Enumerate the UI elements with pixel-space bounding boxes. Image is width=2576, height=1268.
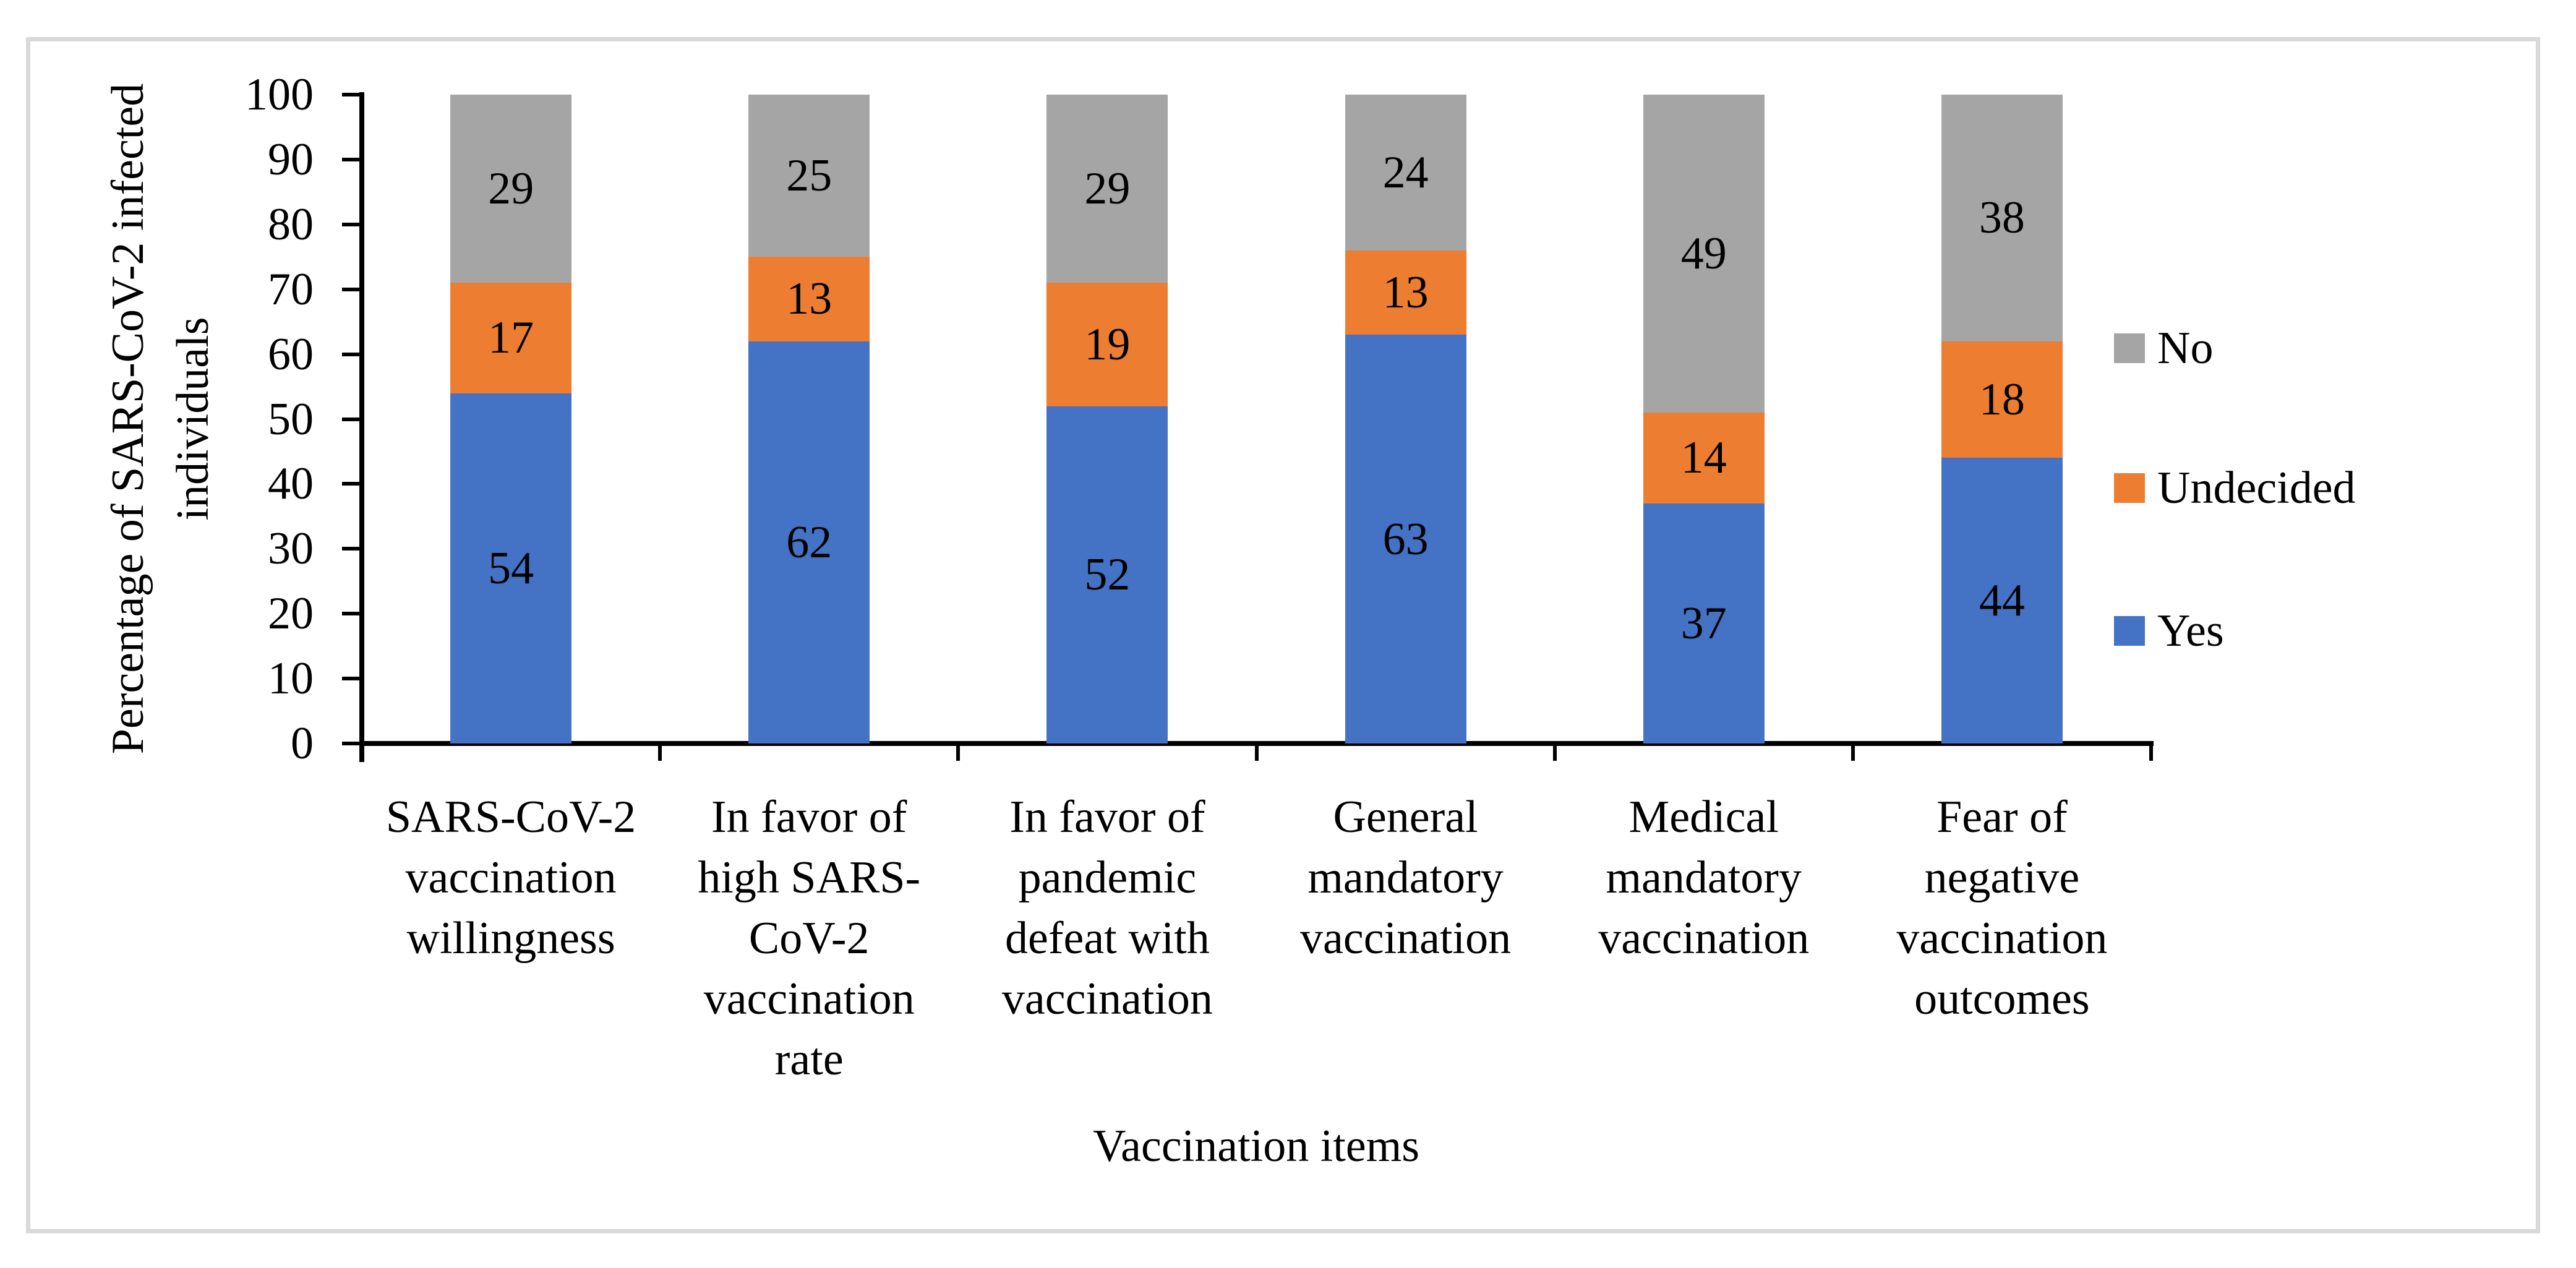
y-axis-tick-label: 90 xyxy=(268,134,314,185)
bar-segment-undecided xyxy=(1345,250,1466,335)
legend-item-undecided: Undecided xyxy=(2114,465,2356,511)
legend-swatch-yes xyxy=(2114,616,2145,646)
bar-segment-no xyxy=(748,95,870,257)
x-category-label: SARS-CoV-2 vaccination willingness xyxy=(385,792,636,964)
x-axis-tick xyxy=(1254,743,1259,761)
y-axis-tick xyxy=(342,157,359,161)
legend-label: Yes xyxy=(2157,606,2224,656)
y-axis-tick-label: 10 xyxy=(268,653,314,705)
y-axis-tick xyxy=(342,352,359,356)
legend-swatch-no xyxy=(2114,333,2145,363)
bar-segment-undecided xyxy=(450,283,572,393)
y-axis-tick xyxy=(342,417,359,421)
y-axis-tick-label: 0 xyxy=(291,718,314,769)
x-axis-tick xyxy=(1851,743,1855,761)
bar-segment-undecided xyxy=(1941,341,2063,458)
x-axis-tick xyxy=(2149,743,2153,761)
legend-item-no: No xyxy=(2114,325,2213,371)
bar-segment-no xyxy=(1643,95,1765,413)
bar-segment-yes xyxy=(1345,335,1466,743)
y-axis-title-line: Percentage of SARS-CoV-2 infected xyxy=(103,83,153,755)
x-axis-tick xyxy=(1552,743,1557,761)
bar-segment-yes xyxy=(1046,406,1168,743)
y-axis-tick xyxy=(342,287,359,291)
bar-value-label: 18 xyxy=(1979,374,2025,426)
y-axis-tick-label: 20 xyxy=(268,588,314,640)
bar-segment-yes xyxy=(1941,458,2063,743)
y-axis-tick xyxy=(342,93,359,96)
bar-value-label: 62 xyxy=(786,516,832,568)
bar-segment-yes xyxy=(1643,503,1765,743)
legend-label: Undecided xyxy=(2157,463,2356,513)
y-axis-tick-label: 100 xyxy=(245,69,314,120)
y-axis-tick xyxy=(342,482,359,486)
y-axis-tick xyxy=(342,547,359,551)
bar-segment-yes xyxy=(450,393,572,743)
bar-segment-yes xyxy=(748,341,870,743)
bar-value-label: 25 xyxy=(786,150,832,202)
y-axis-tick xyxy=(342,677,359,681)
bar-value-label: 29 xyxy=(488,163,534,215)
legend-item-yes: Yes xyxy=(2114,608,2224,654)
bar-value-label: 52 xyxy=(1084,549,1131,601)
y-axis-tick-label: 40 xyxy=(268,458,314,510)
bar-segment-no xyxy=(450,95,572,283)
bar-value-label: 14 xyxy=(1680,432,1727,484)
y-axis-tick xyxy=(342,222,359,226)
x-axis-tick xyxy=(658,743,662,761)
y-axis-tick-label: 60 xyxy=(268,328,314,380)
bar-value-label: 13 xyxy=(786,273,832,325)
legend-label: No xyxy=(2157,323,2214,374)
bar-segment-no xyxy=(1941,95,2063,341)
y-axis-tick-label: 30 xyxy=(268,523,314,575)
bar-value-label: 19 xyxy=(1084,319,1131,370)
bar-value-label: 38 xyxy=(1979,192,2025,244)
y-axis-line xyxy=(359,92,364,762)
x-category-label: In favor of high SARS- CoV-2 vaccination… xyxy=(698,792,921,1085)
bar-segment-undecided xyxy=(1046,283,1168,406)
y-axis-tick xyxy=(342,612,359,616)
bar-segment-no xyxy=(1046,95,1168,283)
bar-value-label: 29 xyxy=(1084,163,1131,215)
x-category-label: Medical mandatory vaccination xyxy=(1598,792,1810,964)
y-axis-tick-label: 80 xyxy=(268,199,314,250)
x-category-label: Fear of negative vaccination outcomes xyxy=(1896,792,2108,1024)
bar-value-label: 24 xyxy=(1382,147,1429,198)
bar-value-label: 63 xyxy=(1382,513,1429,565)
x-axis-tick xyxy=(956,743,961,761)
bar-segment-undecided xyxy=(748,257,870,341)
legend-swatch-undecided xyxy=(2114,473,2145,503)
y-axis-tick xyxy=(342,742,359,745)
bar-segment-no xyxy=(1345,95,1466,251)
bar-value-label: 13 xyxy=(1382,267,1429,318)
bar-value-label: 17 xyxy=(488,312,534,364)
x-axis-tick xyxy=(360,743,364,761)
x-axis-title: Vaccination items xyxy=(1092,1121,1420,1172)
bar-value-label: 44 xyxy=(1979,575,2025,627)
bar-value-label: 54 xyxy=(488,542,534,594)
x-category-label: General mandatory vaccination xyxy=(1300,792,1512,964)
y-axis-tick-label: 70 xyxy=(268,263,314,315)
bar-segment-undecided xyxy=(1643,413,1765,503)
bar-value-label: 37 xyxy=(1680,598,1727,649)
x-category-label: In favor of pandemic defeat with vaccina… xyxy=(1001,792,1213,1024)
y-axis-tick-label: 50 xyxy=(268,393,314,445)
bar-value-label: 49 xyxy=(1680,228,1727,279)
